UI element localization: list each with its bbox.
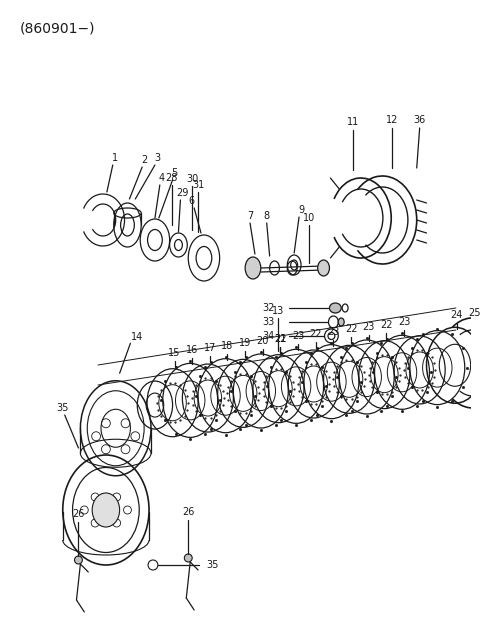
Ellipse shape: [338, 318, 344, 326]
Text: 6: 6: [188, 196, 194, 206]
Text: 5: 5: [171, 168, 178, 178]
Text: 15: 15: [168, 348, 181, 358]
Text: 28: 28: [166, 173, 178, 183]
Text: 30: 30: [186, 174, 198, 184]
Text: 10: 10: [303, 213, 315, 223]
Ellipse shape: [318, 260, 329, 276]
Text: 32: 32: [263, 303, 275, 313]
Text: 33: 33: [263, 317, 275, 327]
Text: 19: 19: [239, 338, 251, 348]
Text: 7: 7: [247, 211, 253, 221]
Text: 26: 26: [72, 509, 84, 519]
Text: 34: 34: [263, 331, 275, 341]
Text: 21: 21: [274, 334, 287, 344]
Text: 23: 23: [362, 322, 375, 332]
Text: 29: 29: [176, 188, 189, 198]
Text: 26: 26: [182, 507, 194, 517]
Text: 17: 17: [204, 343, 216, 353]
Text: (860901−): (860901−): [20, 22, 95, 36]
Circle shape: [74, 556, 83, 564]
Text: 22: 22: [380, 319, 393, 329]
Text: 23: 23: [292, 331, 304, 341]
Text: 35: 35: [57, 403, 69, 413]
Text: 11: 11: [347, 117, 359, 127]
Text: 4: 4: [159, 173, 165, 183]
Text: 3: 3: [154, 153, 160, 163]
Text: 1: 1: [112, 153, 118, 163]
Text: 24: 24: [451, 310, 463, 320]
Text: 23: 23: [327, 326, 339, 337]
Text: 8: 8: [264, 211, 270, 221]
Text: 22: 22: [274, 334, 287, 344]
Text: 20: 20: [257, 336, 269, 346]
Text: 35: 35: [206, 560, 218, 570]
Text: 22: 22: [310, 329, 322, 339]
Text: 9: 9: [298, 205, 304, 215]
Text: 12: 12: [386, 115, 398, 125]
Ellipse shape: [245, 257, 261, 279]
Text: 18: 18: [221, 341, 234, 351]
Text: 36: 36: [414, 115, 426, 125]
Text: 22: 22: [345, 324, 357, 334]
Text: 31: 31: [192, 180, 204, 190]
Text: 25: 25: [468, 308, 480, 318]
Ellipse shape: [329, 303, 341, 313]
Text: 13: 13: [272, 306, 285, 316]
Text: 16: 16: [186, 345, 198, 356]
Text: 14: 14: [131, 332, 144, 342]
Text: 2: 2: [141, 155, 147, 165]
Text: 23: 23: [398, 317, 410, 328]
Circle shape: [184, 554, 192, 562]
Ellipse shape: [92, 493, 120, 527]
